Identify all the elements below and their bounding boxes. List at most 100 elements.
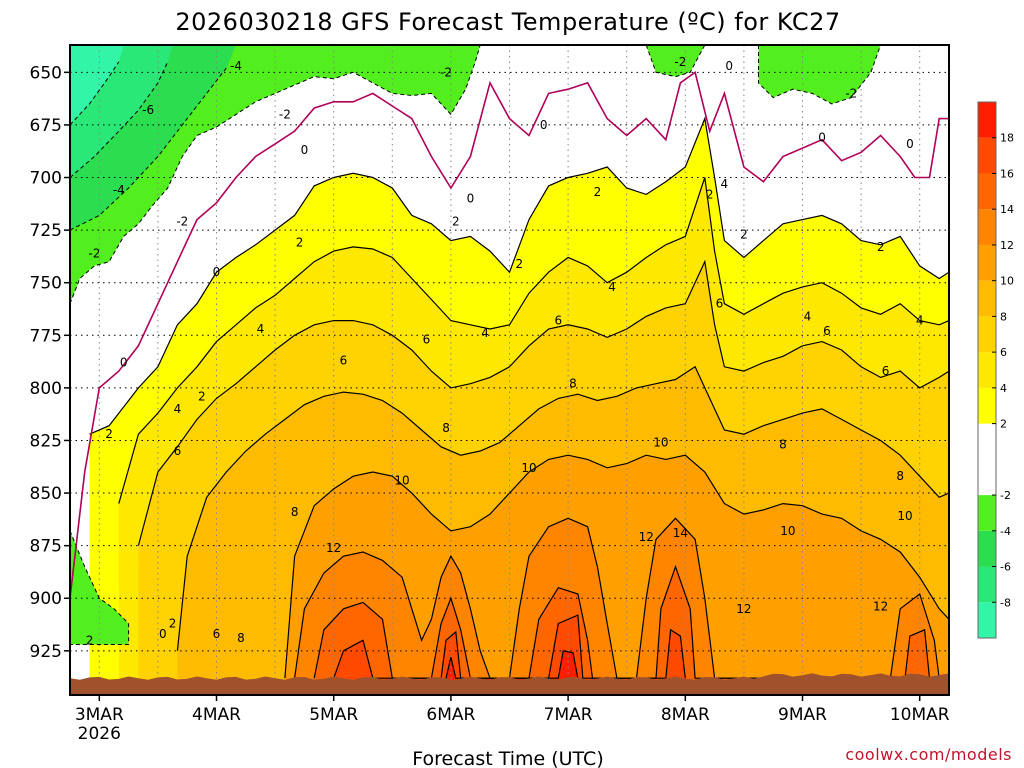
contour-label: 2 bbox=[296, 236, 304, 250]
colorbar-label: 18 bbox=[1000, 132, 1014, 145]
colorbar-label: -8 bbox=[1000, 596, 1011, 609]
colorbar-swatch bbox=[978, 352, 996, 388]
contour-label: 0 bbox=[159, 627, 167, 641]
contour-label: 4 bbox=[721, 177, 729, 191]
colorbar-swatch bbox=[978, 530, 996, 567]
contour-label: 14 bbox=[673, 526, 688, 540]
surface-terrain bbox=[70, 673, 949, 695]
credit-text: coolwx.com/models bbox=[845, 745, 1012, 764]
contour-label: 4 bbox=[174, 402, 182, 416]
y-tick-label: 900 bbox=[30, 589, 62, 609]
cold-region-minus-6-line bbox=[70, 61, 169, 178]
colorbar-swatch bbox=[978, 102, 996, 138]
contour-label: 0 bbox=[906, 137, 914, 151]
contour-line-10 bbox=[284, 454, 949, 679]
contour-line-2 bbox=[89, 116, 949, 435]
colorbar-swatch bbox=[978, 387, 996, 424]
plot-frame bbox=[69, 44, 950, 696]
cold-region-upper-right bbox=[758, 45, 881, 104]
x-tick-label: 9MAR bbox=[778, 705, 827, 725]
colorbar-label: 10 bbox=[1000, 275, 1014, 288]
contour-label: -4 bbox=[113, 183, 125, 197]
x-tick-label: 10MAR bbox=[890, 705, 950, 725]
cold-region-upper-left-line bbox=[70, 45, 481, 304]
colorbar-swatch bbox=[978, 244, 996, 281]
contour-label: -2 bbox=[176, 215, 188, 229]
contour-label: 8 bbox=[569, 377, 577, 391]
contour-label: -2 bbox=[279, 107, 291, 121]
contour-label: 12 bbox=[873, 600, 888, 614]
contour-label: -2 bbox=[674, 55, 686, 69]
y-tick-label: 925 bbox=[30, 642, 62, 662]
contour-label: 8 bbox=[442, 421, 450, 435]
colorbar: 18 16 14 12 10 8 6 4 2 -2 -4 -6 -8 bbox=[977, 101, 1014, 639]
cold-region-lower-left-line bbox=[70, 530, 130, 645]
contour-label: 10 bbox=[521, 461, 536, 475]
contour-label: 0 bbox=[818, 131, 826, 145]
x-tick-label: 3MAR bbox=[75, 705, 124, 725]
contour-label: 2 bbox=[594, 185, 602, 199]
contour-label: -2 bbox=[845, 86, 857, 100]
cold-region-minus-4-line bbox=[70, 67, 227, 231]
colorbar-label: 6 bbox=[1000, 346, 1007, 359]
contour-label: 0 bbox=[725, 59, 733, 73]
y-tick-label: 800 bbox=[30, 379, 62, 399]
y-tick-label: 850 bbox=[30, 484, 62, 504]
cold-region-lower-left bbox=[70, 530, 129, 645]
contour-label: 4 bbox=[257, 322, 265, 336]
colorbar-label: -4 bbox=[1000, 525, 1011, 538]
colorbar-swatch bbox=[978, 173, 996, 210]
colorbar-label: 16 bbox=[1000, 167, 1014, 180]
x-axis-label: Forecast Time (UTC) bbox=[412, 748, 603, 768]
contour-label: 6 bbox=[174, 444, 182, 458]
contour-label: -4 bbox=[230, 59, 242, 73]
colorbar-label: 8 bbox=[1000, 310, 1007, 323]
contour-label: 8 bbox=[291, 505, 299, 519]
cold-region-minus-8 bbox=[70, 45, 124, 125]
contour-label: 6 bbox=[716, 297, 724, 311]
contour-label: 2 bbox=[740, 227, 748, 241]
contour-label: -2 bbox=[440, 65, 452, 79]
contour-label: 4 bbox=[608, 280, 616, 294]
freezing-line bbox=[70, 70, 949, 599]
colorbar-swatch bbox=[978, 495, 996, 531]
colorbar-swatch bbox=[978, 566, 996, 603]
contour-label: 6 bbox=[423, 332, 431, 346]
contour-label: 6 bbox=[213, 627, 221, 641]
x-tick-label: 7MAR bbox=[544, 705, 593, 725]
colorbar-swatch bbox=[978, 280, 996, 317]
colorbar-label: 4 bbox=[1000, 382, 1007, 395]
contour-label: 0 bbox=[213, 265, 221, 279]
chart-title: 2026030218 GFS Forecast Temperature (ºC)… bbox=[175, 8, 840, 36]
contour-label: 12 bbox=[326, 541, 341, 555]
colorbar-label: -6 bbox=[1000, 561, 1011, 574]
y-tick-label: 675 bbox=[30, 116, 62, 136]
x-tick-label: 5MAR bbox=[309, 705, 358, 725]
contour-label: 2 bbox=[86, 633, 94, 647]
contour-label: -6 bbox=[142, 103, 154, 117]
contour-label: 4 bbox=[916, 314, 924, 328]
contour-label: 2 bbox=[198, 389, 206, 403]
contour-label: 2 bbox=[105, 427, 113, 441]
contour-label: 6 bbox=[340, 354, 348, 368]
contour-label: 0 bbox=[120, 356, 128, 370]
contour-line-14 bbox=[313, 564, 931, 679]
y-tick-label: 700 bbox=[30, 169, 62, 189]
cold-region-upper-right-line bbox=[758, 45, 882, 105]
colorbar-swatch bbox=[978, 602, 996, 638]
contour-label: 8 bbox=[237, 631, 245, 645]
colorbar-swatch bbox=[978, 209, 996, 245]
colorbar-label: -2 bbox=[1000, 489, 1011, 502]
contour-line-6 bbox=[137, 259, 949, 546]
x-tick-year-label: 2026 bbox=[78, 724, 121, 744]
colorbar-swatch bbox=[978, 316, 996, 353]
contour-label: 12 bbox=[736, 602, 751, 616]
contour-label: 0 bbox=[301, 143, 309, 157]
y-tick-label: 750 bbox=[30, 274, 62, 294]
contour-label: 2 bbox=[877, 240, 885, 254]
colorbar-swatch bbox=[978, 423, 996, 496]
contour-label: 6 bbox=[555, 314, 563, 328]
y-tick-label: 875 bbox=[30, 537, 62, 557]
contour-label: 12 bbox=[639, 530, 654, 544]
